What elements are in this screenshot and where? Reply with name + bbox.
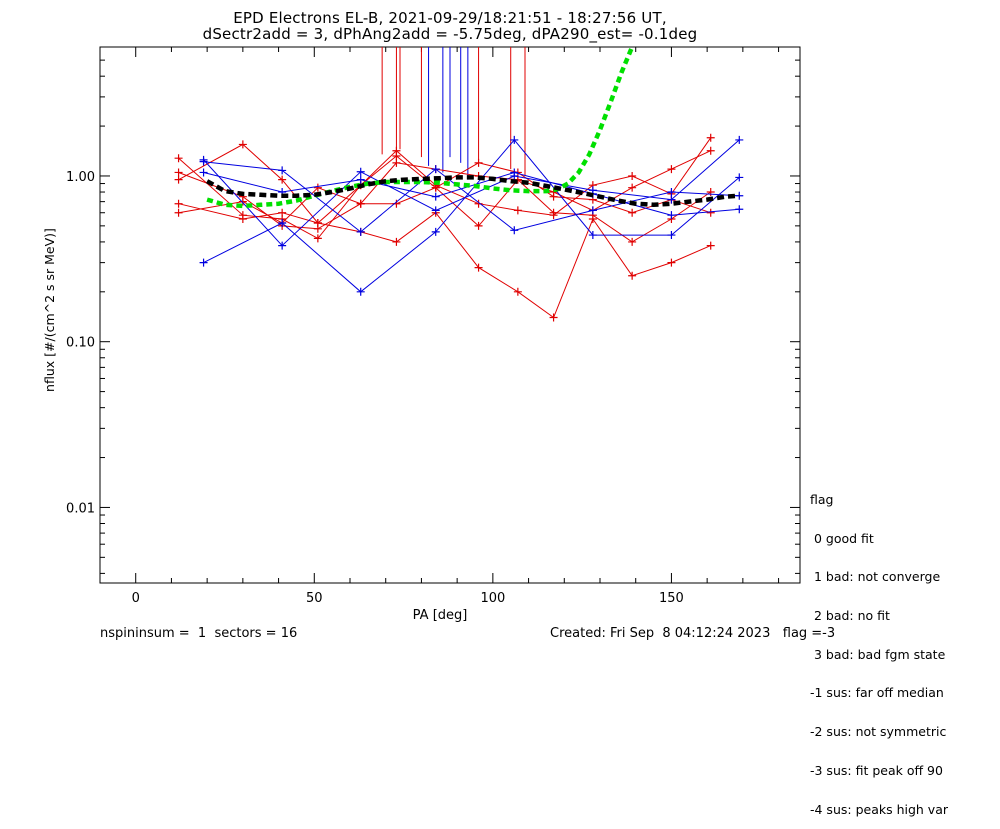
- blue-data-point: [356, 167, 365, 176]
- blue-data-point: [667, 195, 676, 204]
- legend-item: -4 sus: peaks high var: [810, 801, 949, 817]
- blue-data-point: [431, 192, 440, 201]
- blue-data-point: [356, 227, 365, 236]
- blue-data-point: [510, 226, 519, 235]
- blue-series-line: [203, 139, 740, 293]
- blue-data-point: [735, 135, 744, 144]
- legend-item: -3 sus: fit peak off 90: [810, 762, 943, 778]
- red-data-point: [628, 171, 637, 180]
- flag-legend: flag 0 good fit 1 bad: not converge 2 ba…: [810, 468, 948, 829]
- blue-series-line: [203, 139, 740, 247]
- red-data-point: [474, 263, 483, 272]
- x-tick-label: 0: [132, 591, 140, 606]
- plot-data-area: [174, 47, 744, 322]
- y-axis-label: nflux [#/(cm^2 s sr MeV)]: [42, 228, 57, 392]
- red-data-point: [628, 183, 637, 192]
- blue-data-point: [278, 219, 287, 228]
- blue-data-point: [199, 258, 208, 267]
- footer-spin-info: nspininsum = 1 sectors = 16: [100, 626, 298, 641]
- legend-item: 0 good fit: [810, 530, 874, 546]
- red-data-point: [278, 175, 287, 184]
- blue-data-point: [199, 157, 208, 166]
- red-data-point: [238, 214, 247, 223]
- red-data-point: [628, 237, 637, 246]
- chart-plot: 0 50 100 150 0.01 0.10 1.00 PA [deg] nflux [#/(c…: [42, 46, 801, 623]
- red-series-line: [178, 137, 712, 224]
- blue-data-point: [510, 168, 519, 177]
- blue-data-point: [735, 173, 744, 182]
- blue-data-point: [667, 188, 676, 197]
- red-data-point: [392, 237, 401, 246]
- chart-title-line1: EPD Electrons EL-B, 2021-09-29/18:21:51 …: [233, 9, 667, 27]
- red-data-point: [706, 146, 715, 155]
- y-tick-label: 0.10: [66, 336, 95, 351]
- legend-item: 3 bad: bad fgm state: [810, 646, 946, 662]
- x-tick-label: 150: [659, 591, 684, 606]
- x-tick-label: 100: [480, 591, 505, 606]
- red-data-point: [513, 206, 522, 215]
- red-data-point: [313, 234, 322, 243]
- red-data-point: [392, 146, 401, 155]
- red-data-point: [474, 221, 483, 230]
- red-data-point: [513, 287, 522, 296]
- blue-data-point: [199, 168, 208, 177]
- blue-data-point: [356, 287, 365, 296]
- y-tick-label: 1.00: [66, 170, 95, 185]
- red-data-point: [706, 241, 715, 250]
- red-data-point: [706, 188, 715, 197]
- blue-data-point: [431, 227, 440, 236]
- red-data-point: [392, 158, 401, 167]
- legend-item: -1 sus: far off median: [810, 685, 944, 701]
- red-data-point: [174, 175, 183, 184]
- legend-item: 1 bad: not converge: [810, 569, 941, 585]
- red-series-line: [178, 162, 711, 224]
- blue-series-line: [203, 161, 740, 233]
- blue-data-point: [431, 165, 440, 174]
- red-data-point: [474, 199, 483, 208]
- blue-data-point: [588, 231, 597, 240]
- red-data-point: [356, 199, 365, 208]
- red-data-point: [588, 214, 597, 223]
- red-data-point: [174, 168, 183, 177]
- footer-created-info: Created: Fri Sep 8 04:12:24 2023 flag =-…: [550, 626, 836, 641]
- blue-data-point: [667, 231, 676, 240]
- blue-data-point: [431, 206, 440, 215]
- red-data-point: [174, 208, 183, 217]
- x-tick-label: 50: [306, 591, 323, 606]
- red-data-point: [549, 211, 558, 220]
- x-axis-label: PA [deg]: [413, 608, 468, 623]
- red-data-point: [278, 208, 287, 217]
- blue-data-point: [356, 175, 365, 184]
- red-data-point: [549, 313, 558, 322]
- red-data-point: [706, 208, 715, 217]
- legend-item: -2 sus: not symmetric: [810, 724, 947, 740]
- blue-data-point: [278, 241, 287, 250]
- blue-data-point: [510, 135, 519, 144]
- red-data-point: [667, 258, 676, 267]
- red-data-point: [174, 199, 183, 208]
- red-series-line: [178, 155, 711, 243]
- red-series-line: [178, 150, 711, 230]
- red-data-point: [706, 133, 715, 142]
- red-data-point: [667, 165, 676, 174]
- y-tick-label: 0.01: [66, 501, 95, 516]
- chart-title-line2: dSectr2add = 3, dPhAng2add = -5.75deg, d…: [202, 25, 698, 43]
- red-data-point: [313, 183, 322, 192]
- red-data-point: [474, 158, 483, 167]
- black-fit-curve: [206, 175, 740, 208]
- blue-data-point: [588, 206, 597, 215]
- legend-title: flag: [810, 491, 834, 507]
- blue-data-point: [278, 166, 287, 175]
- red-data-point: [628, 208, 637, 217]
- legend-item: 2 bad: no fit: [810, 607, 890, 623]
- red-data-point: [238, 140, 247, 149]
- green-fit-curve: [206, 47, 635, 209]
- red-data-point: [431, 183, 440, 192]
- blue-data-point: [735, 205, 744, 214]
- blue-data-point: [667, 211, 676, 220]
- red-series-line: [178, 203, 711, 319]
- red-data-point: [313, 224, 322, 233]
- red-data-point: [628, 271, 637, 280]
- red-data-point: [174, 154, 183, 163]
